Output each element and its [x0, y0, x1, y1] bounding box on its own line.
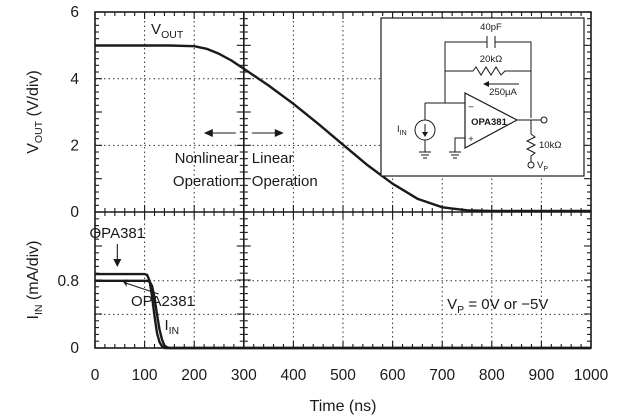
- linear-label: Operation: [252, 173, 318, 190]
- x-axis-label: Time (ns): [310, 398, 377, 415]
- y-axis-label-top: VOUT (V/div): [25, 70, 45, 154]
- linear-label: Linear: [252, 150, 294, 167]
- x-tick-label: 900: [528, 367, 554, 384]
- nonlinear-label: Nonlinear: [175, 150, 239, 167]
- x-tick-label: 200: [181, 367, 207, 384]
- opa2381-arrow-head: [123, 279, 127, 287]
- supply-label: VP: [537, 160, 548, 173]
- vp-terminal: [527, 161, 535, 169]
- wire: [495, 41, 532, 118]
- series-vout-line: [95, 44, 591, 213]
- x-tick-label: 300: [231, 367, 257, 384]
- x-tick-label: 400: [280, 367, 306, 384]
- axis-labels: Time (ns) VOUT (V/div) IIN (mA/div): [25, 70, 376, 415]
- annotations: VOUT Nonlinear Operation Linear Operation OPA…: [90, 21, 549, 337]
- wire: [454, 137, 465, 152]
- tick-labels: 0 2 4 6 0 0.8 0 100 200 300 400 500 600 700 800 900 1000: [57, 4, 608, 384]
- circuit-inset: 40pF 20kΩ 250μA OPA381 − + IIN 10kΩ VP: [380, 17, 585, 177]
- plus-input-label: +: [468, 134, 474, 145]
- y-tick-label: 4: [70, 71, 79, 88]
- opa381-label: OPA381: [90, 225, 146, 242]
- feedback-resistor: [445, 66, 531, 76]
- source-label: IIN: [397, 124, 407, 137]
- x-tick-label: 1000: [574, 367, 609, 384]
- opa381-arrow-head: [113, 259, 122, 267]
- arrow-left-head: [203, 129, 213, 137]
- current-label: 250μA: [489, 87, 517, 98]
- nonlinear-label: Operation: [173, 173, 239, 190]
- opamp-symbol: [464, 92, 519, 150]
- res-load-label: 10kΩ: [539, 140, 561, 151]
- y-tick-label: 6: [70, 4, 79, 21]
- cap-label: 40pF: [480, 22, 502, 33]
- arrow-right-head: [274, 129, 284, 137]
- x-tick-label: 600: [380, 367, 406, 384]
- iin-label: IIN: [164, 317, 179, 337]
- y-axis-label-bottom: IIN (mA/div): [25, 241, 45, 320]
- x-tick-label: 500: [330, 367, 356, 384]
- y-tick-label: 0.8: [57, 273, 79, 290]
- x-tick-label: 700: [429, 367, 455, 384]
- opamp-label: OPA381: [471, 117, 507, 128]
- x-tick-label: 100: [132, 367, 158, 384]
- x-tick-label: 0: [91, 367, 100, 384]
- opa2381-label: OPA2381: [131, 293, 195, 310]
- y-tick-label: 0: [70, 204, 79, 221]
- y-tick-label: 0: [70, 340, 79, 357]
- source-arrow-head: [422, 132, 428, 137]
- opa2381-arrow: [125, 282, 159, 295]
- load-resistor: [525, 133, 537, 162]
- current-arrow-head: [483, 81, 489, 87]
- circuit-box: [380, 17, 585, 177]
- output-terminal: [540, 116, 548, 124]
- res-fb-label: 20kΩ: [480, 54, 502, 65]
- wire: [444, 41, 487, 103]
- y-tick-label: 2: [70, 137, 79, 154]
- minus-input-label: −: [468, 102, 474, 113]
- vp-label: VP = 0V or −5V: [447, 296, 548, 316]
- vout-label: VOUT: [151, 21, 184, 41]
- x-tick-label: 800: [479, 367, 505, 384]
